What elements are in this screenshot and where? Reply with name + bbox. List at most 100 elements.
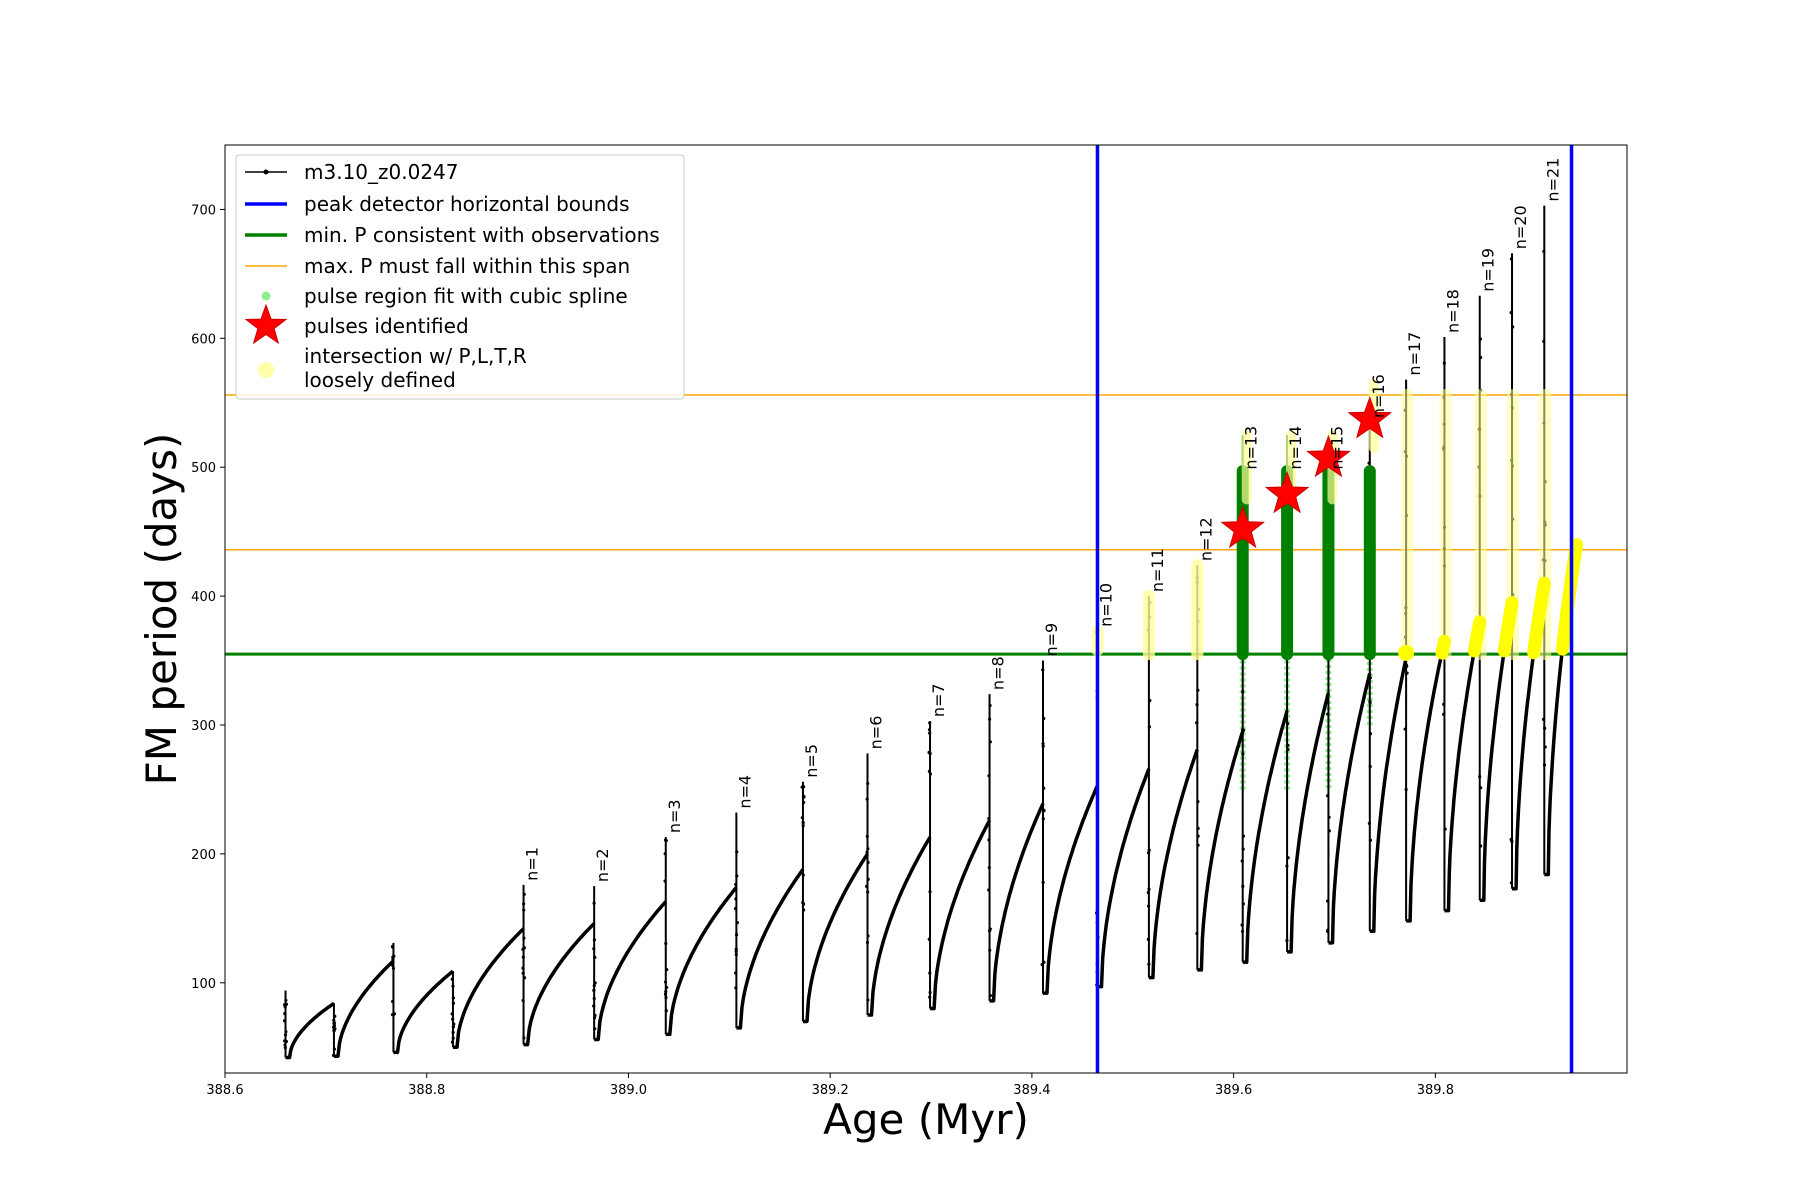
spike-dot <box>1369 732 1372 735</box>
spike-dot <box>1148 849 1151 852</box>
spike-dot <box>593 938 596 941</box>
legend-handle-dot-0 <box>264 170 269 175</box>
spike-dot <box>735 933 738 936</box>
spike-dot <box>452 1002 455 1005</box>
spike-dot <box>1242 847 1245 850</box>
pulse-label-13: n=10 <box>1096 583 1115 627</box>
pulse-label-7: n=4 <box>735 775 754 809</box>
spike-dot <box>1369 676 1372 679</box>
spike-dot <box>1479 844 1482 847</box>
spike-dot <box>1241 930 1244 933</box>
spike-dot <box>452 1037 455 1040</box>
spike-dot <box>391 964 394 967</box>
spike-dot <box>284 1030 287 1033</box>
y-tick-label-6: 700 <box>191 203 216 218</box>
spike-dot <box>451 985 454 988</box>
pulse-label-8: n=5 <box>802 744 821 778</box>
spike-dot <box>1543 763 1546 766</box>
x-tick-label-2: 389.0 <box>610 1083 647 1098</box>
spike-dot <box>1368 822 1371 825</box>
spike-dot <box>1241 923 1244 926</box>
legend-handle-6 <box>258 362 274 378</box>
spike-dot <box>452 1025 455 1028</box>
spike-dot <box>802 821 805 824</box>
legend-label-5: pulses identified <box>304 314 469 338</box>
spike-dot <box>1286 856 1289 859</box>
spike-dot <box>1510 257 1513 260</box>
spike-dot <box>451 1040 454 1043</box>
spike-dot <box>522 936 525 939</box>
spike-dot <box>1442 713 1445 716</box>
pulse-label-21: n=18 <box>1443 289 1462 333</box>
spike-dot <box>1405 788 1408 791</box>
spike-dot <box>1542 340 1545 343</box>
spike-dot <box>734 897 737 900</box>
spike-dot <box>1443 362 1446 365</box>
spike-dot <box>866 782 869 785</box>
spike-dot <box>451 971 454 974</box>
spike-dot <box>1442 703 1445 706</box>
spike-dot <box>593 1027 596 1030</box>
legend-handle-4 <box>262 292 271 301</box>
spike-dot <box>392 967 395 970</box>
spike-dot <box>1195 932 1198 935</box>
spike-dot <box>1196 800 1199 803</box>
spike-dot <box>1286 722 1289 725</box>
yellow-dot <box>1398 645 1414 661</box>
spike-dot <box>734 907 737 910</box>
y-tick-label-4: 500 <box>191 461 216 476</box>
pulse-label-24: n=21 <box>1543 158 1562 202</box>
spike-dot <box>1510 311 1513 314</box>
spike-dot <box>866 941 869 944</box>
spike-dot <box>285 1040 288 1043</box>
legend-label-6: intersection w/ P,L,T,R <box>304 344 527 368</box>
spike-dot <box>451 978 454 981</box>
spike-dot <box>1042 787 1045 790</box>
spike-dot <box>802 824 805 827</box>
spike-dot <box>735 953 738 956</box>
spike-dot <box>1147 851 1150 854</box>
spike-dot <box>391 1000 394 1003</box>
spike-dot <box>1510 881 1513 884</box>
spike-dot <box>594 981 597 984</box>
spike-dot <box>452 996 455 999</box>
spike-dot <box>1041 742 1044 745</box>
spike-dot <box>989 994 992 997</box>
yellow-curve-21 <box>1474 622 1479 651</box>
x-tick-label-6: 389.8 <box>1417 1083 1454 1098</box>
y-tick-label-0: 100 <box>191 977 216 992</box>
spike-dot <box>332 1022 335 1025</box>
spike-dot <box>1196 835 1199 838</box>
x-axis-title: Age (Myr) <box>823 1095 1029 1144</box>
x-tick-label-0: 388.6 <box>206 1083 243 1098</box>
spike-dot <box>1543 727 1546 730</box>
y-tick-label-3: 400 <box>191 590 216 605</box>
spike-dot <box>665 986 668 989</box>
spike-dot <box>1369 839 1372 842</box>
spike-dot <box>801 786 804 789</box>
spike-dot <box>1404 728 1407 731</box>
spike-dot <box>283 1012 286 1015</box>
spike-dot <box>1285 864 1288 867</box>
pulse-label-12: n=9 <box>1042 623 1061 657</box>
spike-dot <box>1147 938 1150 941</box>
pulse-label-5: n=2 <box>593 848 612 882</box>
spike-dot <box>665 839 668 842</box>
spike-dot <box>391 960 394 963</box>
spike-dot <box>1195 703 1198 706</box>
spike-dot <box>1326 794 1329 797</box>
spike-dot <box>866 847 869 850</box>
spike-dot <box>664 990 667 993</box>
spike-dot <box>451 1012 454 1015</box>
spike-dot <box>284 1005 287 1008</box>
spike-dot <box>664 996 667 999</box>
spike-dot <box>867 878 870 881</box>
spike-dot <box>1241 859 1244 862</box>
yellow-curve-22 <box>1504 603 1512 651</box>
spike-dot <box>284 1033 287 1036</box>
spike-dot <box>392 955 395 958</box>
spike-dot <box>928 972 931 975</box>
spike-dot <box>1147 963 1150 966</box>
spike-dot <box>801 901 804 904</box>
